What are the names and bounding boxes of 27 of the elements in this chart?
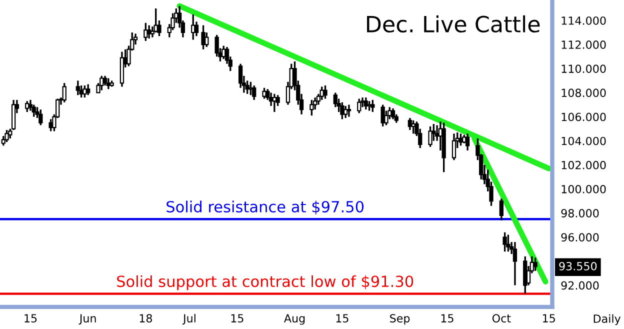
y-tick-label: 96.000 (561, 233, 599, 242)
x-tick-label: Jun (78, 314, 96, 325)
x-tick-label: Oct (492, 314, 511, 322)
y-tick-label: 112.000 (562, 40, 606, 49)
y-tick-label: 102.000 (562, 160, 606, 170)
ref-line-label: Solid support at contract low of $91.30 (117, 275, 414, 290)
x-tick-label: 15 (543, 314, 555, 322)
y-tick-label: 104.000 (562, 136, 606, 146)
x-tick-label: 15 (336, 314, 348, 322)
text: Daily (594, 314, 621, 326)
text: Dec. Live Cattle (367, 15, 540, 33)
y-tick-label: 106.000 (562, 112, 606, 122)
text: 93.550 (559, 262, 597, 270)
ref-line-label: Solid resistance at $97.50 (166, 200, 364, 215)
x-tick-label: 15 (441, 314, 454, 322)
y-tick-label: 110.000 (562, 64, 606, 73)
x-tick-label: 15 (231, 314, 244, 322)
x-tick-label: 18 (140, 314, 152, 322)
y-tick-label: 92.000 (561, 281, 599, 290)
y-tick-label: 108.000 (562, 88, 606, 98)
y-tick-label: 100.000 (562, 184, 606, 194)
x-tick-label: Jul (182, 314, 196, 325)
x-tick-label: Sep (390, 314, 410, 325)
y-tick-label: 98.000 (561, 209, 599, 218)
x-tick-label: 15 (24, 314, 37, 322)
x-tick-label: Aug (284, 314, 305, 325)
y-tick-label: 114.000 (562, 16, 606, 25)
